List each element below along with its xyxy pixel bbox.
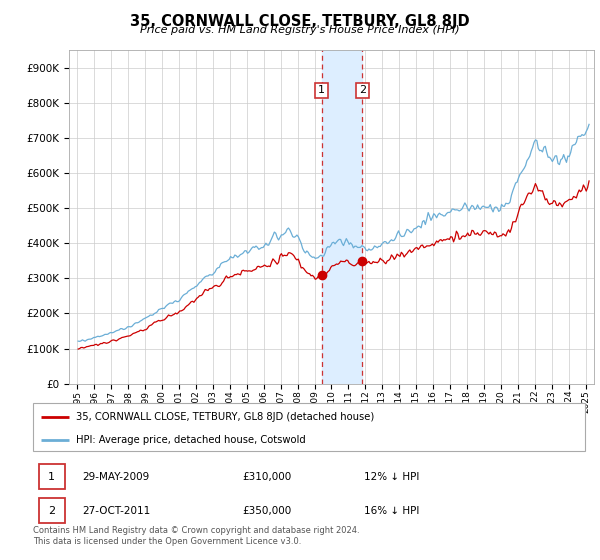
Text: £310,000: £310,000 <box>243 472 292 482</box>
Text: Contains HM Land Registry data © Crown copyright and database right 2024.
This d: Contains HM Land Registry data © Crown c… <box>33 526 359 546</box>
Text: HPI: Average price, detached house, Cotswold: HPI: Average price, detached house, Cots… <box>76 435 306 445</box>
Text: £350,000: £350,000 <box>243 506 292 516</box>
Text: 16% ↓ HPI: 16% ↓ HPI <box>364 506 419 516</box>
FancyBboxPatch shape <box>33 403 585 451</box>
FancyBboxPatch shape <box>38 464 65 489</box>
Text: Price paid vs. HM Land Registry's House Price Index (HPI): Price paid vs. HM Land Registry's House … <box>140 25 460 35</box>
Bar <box>322 50 362 384</box>
FancyBboxPatch shape <box>38 498 65 523</box>
Text: 35, CORNWALL CLOSE, TETBURY, GL8 8JD (detached house): 35, CORNWALL CLOSE, TETBURY, GL8 8JD (de… <box>76 412 374 422</box>
Text: 12% ↓ HPI: 12% ↓ HPI <box>364 472 419 482</box>
Text: 27-OCT-2011: 27-OCT-2011 <box>83 506 151 516</box>
Text: 29-MAY-2009: 29-MAY-2009 <box>83 472 150 482</box>
Text: 2: 2 <box>48 506 55 516</box>
Text: 2: 2 <box>359 85 366 95</box>
Text: 1: 1 <box>318 85 325 95</box>
Text: 35, CORNWALL CLOSE, TETBURY, GL8 8JD: 35, CORNWALL CLOSE, TETBURY, GL8 8JD <box>130 14 470 29</box>
Text: 1: 1 <box>48 472 55 482</box>
